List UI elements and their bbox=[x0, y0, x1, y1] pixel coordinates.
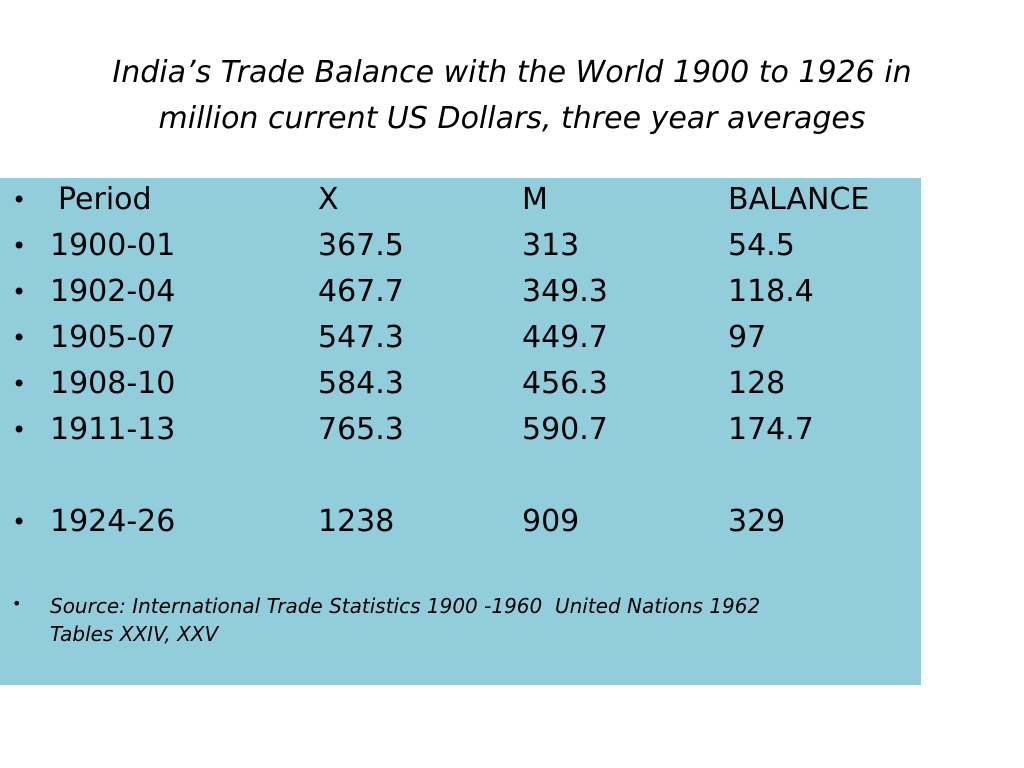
cell-exports: 1238 bbox=[318, 504, 395, 539]
source-line-1: Source: International Trade Statistics 1… bbox=[50, 594, 761, 618]
cell-balance: 329 bbox=[728, 504, 786, 539]
bullet: • bbox=[12, 232, 27, 260]
table-row: • 1900-01 367.5 313 54.5 bbox=[0, 226, 921, 266]
bullet: • bbox=[12, 508, 27, 536]
cell-exports: 584.3 bbox=[318, 366, 404, 401]
cell-period: 1924-26 bbox=[50, 504, 176, 539]
cell-exports: 467.7 bbox=[318, 274, 404, 309]
slide-title: India’s Trade Balance with the World 190… bbox=[40, 50, 984, 142]
title-line-2: million current US Dollars, three year a… bbox=[158, 101, 866, 136]
cell-imports: 456.3 bbox=[522, 366, 608, 401]
bullet: • bbox=[12, 278, 27, 306]
trade-table-panel: • Period X M BALANCE • 1900-01 367.5 313… bbox=[0, 178, 921, 685]
bullet: • bbox=[12, 370, 27, 398]
table-row: • 1924-26 1238 909 329 bbox=[0, 502, 921, 542]
cell-period: 1900-01 bbox=[50, 228, 176, 263]
cell-exports: 547.3 bbox=[318, 320, 404, 355]
cell-period: 1911-13 bbox=[50, 412, 176, 447]
bullet: • bbox=[12, 416, 27, 444]
header-balance: BALANCE bbox=[728, 182, 870, 217]
title-line-1: India’s Trade Balance with the World 190… bbox=[112, 55, 912, 90]
source-text: Source: International Trade Statistics 1… bbox=[50, 592, 890, 648]
cell-period: 1905-07 bbox=[50, 320, 176, 355]
table-row: • 1902-04 467.7 349.3 118.4 bbox=[0, 272, 921, 312]
cell-balance: 97 bbox=[728, 320, 767, 355]
cell-balance: 174.7 bbox=[728, 412, 814, 447]
header-exports: X bbox=[318, 182, 339, 217]
cell-period: 1908-10 bbox=[50, 366, 176, 401]
cell-exports: 765.3 bbox=[318, 412, 404, 447]
table-row: • 1911-13 765.3 590.7 174.7 bbox=[0, 410, 921, 450]
cell-imports: 449.7 bbox=[522, 320, 608, 355]
cell-imports: 909 bbox=[522, 504, 580, 539]
header-imports: M bbox=[522, 182, 548, 217]
table-header-row: • Period X M BALANCE bbox=[0, 180, 921, 220]
header-period: Period bbox=[58, 182, 152, 217]
cell-imports: 313 bbox=[522, 228, 580, 263]
cell-exports: 367.5 bbox=[318, 228, 404, 263]
bullet: • bbox=[12, 186, 27, 214]
source-line-2: Tables XXIV, XXV bbox=[50, 622, 219, 646]
bullet: • bbox=[12, 324, 27, 352]
bullet: • bbox=[12, 594, 22, 613]
cell-imports: 349.3 bbox=[522, 274, 608, 309]
table-row: • 1908-10 584.3 456.3 128 bbox=[0, 364, 921, 404]
cell-balance: 118.4 bbox=[728, 274, 814, 309]
cell-imports: 590.7 bbox=[522, 412, 608, 447]
table-row: • 1905-07 547.3 449.7 97 bbox=[0, 318, 921, 358]
cell-period: 1902-04 bbox=[50, 274, 176, 309]
cell-balance: 54.5 bbox=[728, 228, 795, 263]
cell-balance: 128 bbox=[728, 366, 786, 401]
